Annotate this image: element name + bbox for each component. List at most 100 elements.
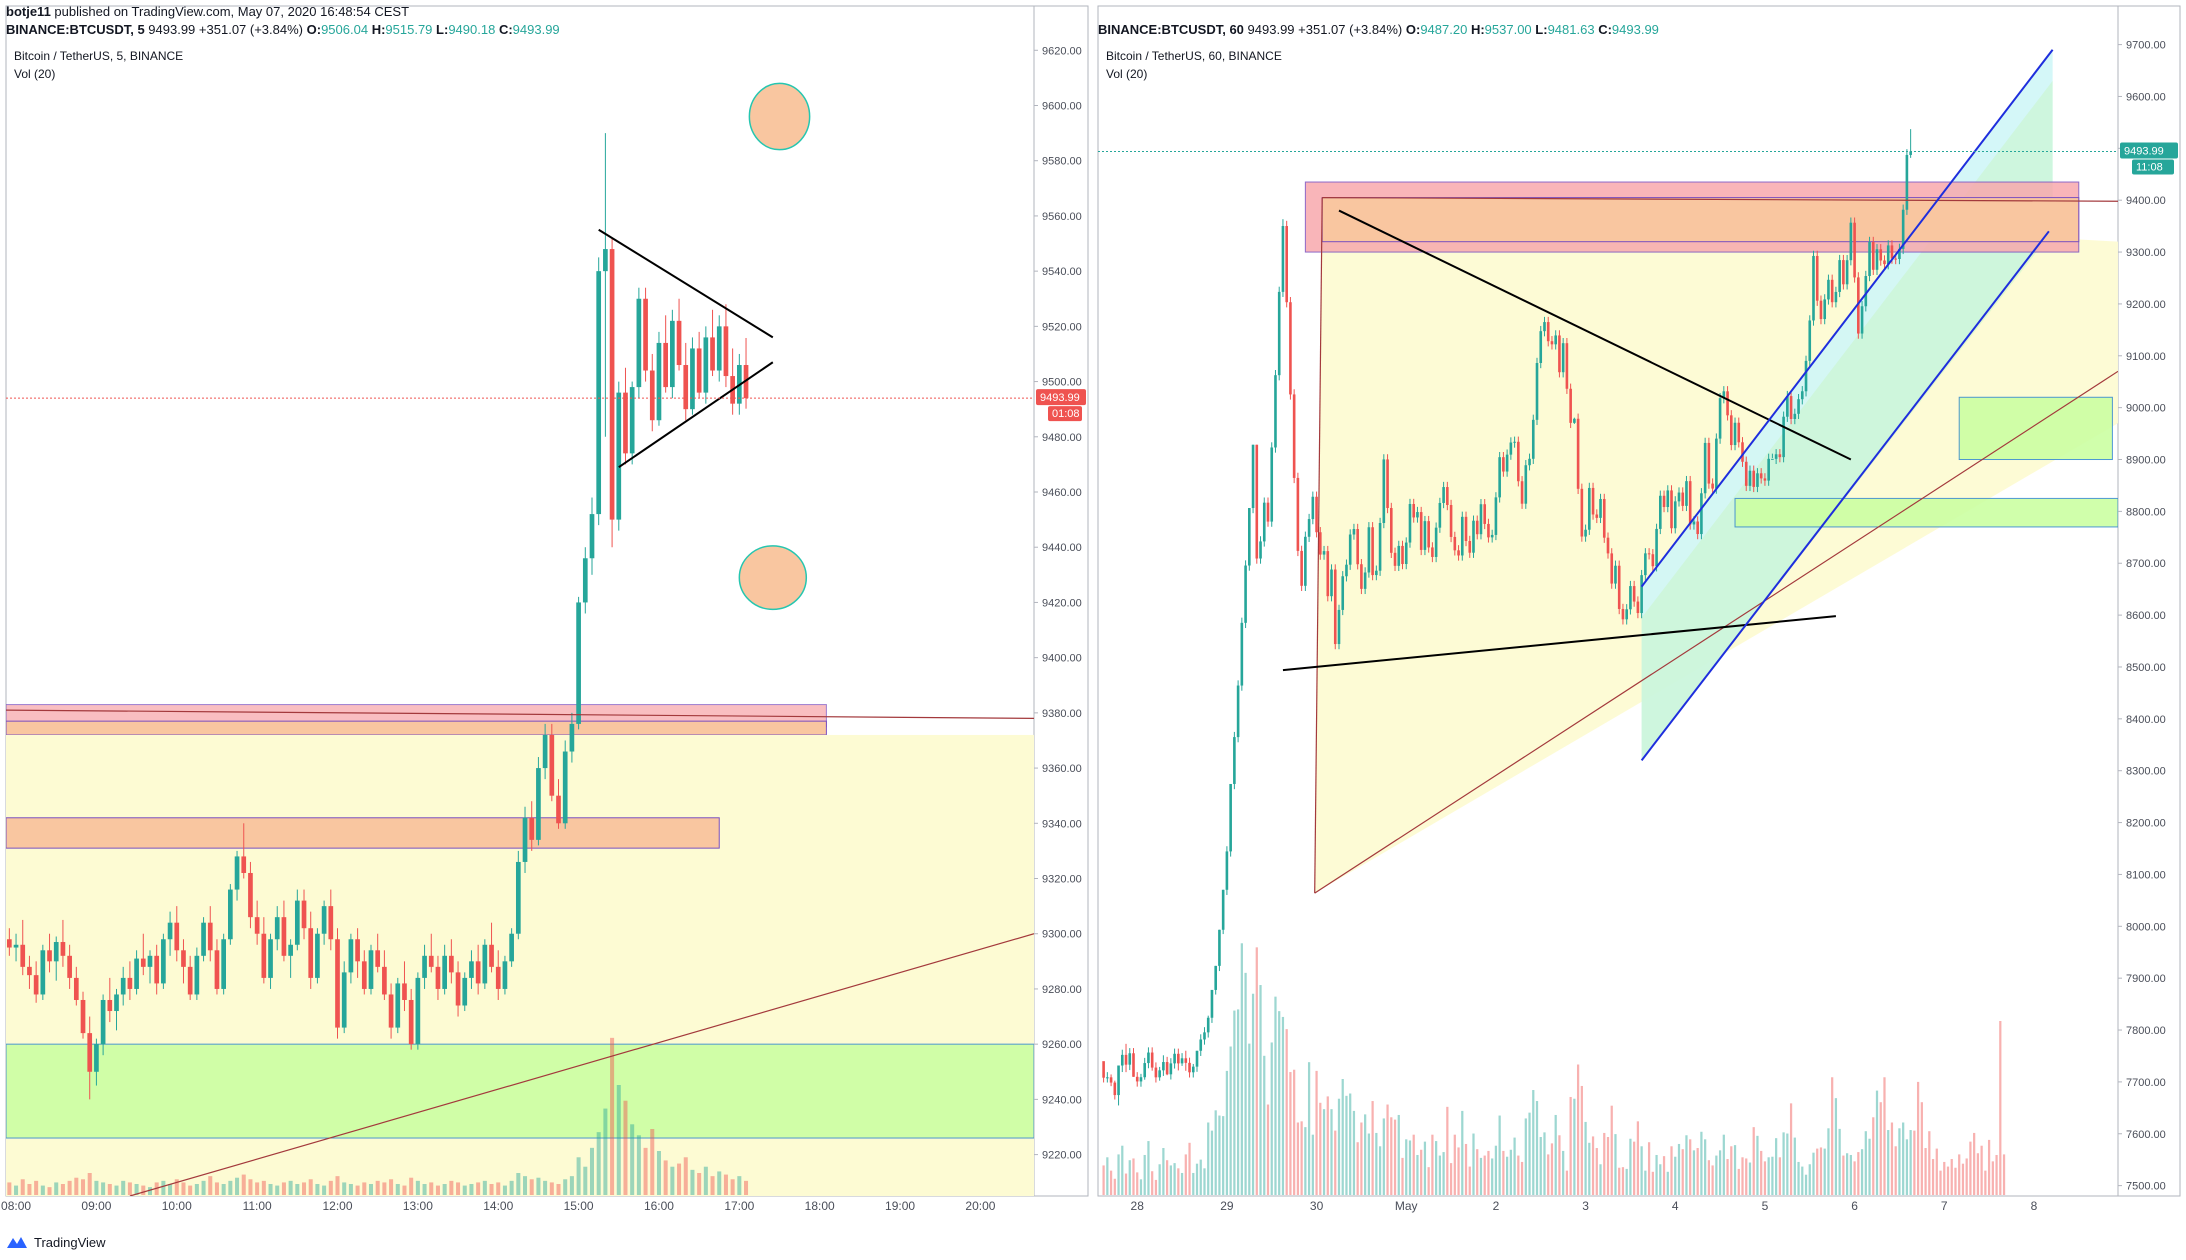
candle-body[interactable]: [234, 856, 240, 890]
candle-body[interactable]: [1382, 459, 1386, 523]
candle-body[interactable]: [1703, 442, 1707, 494]
candle-body[interactable]: [1722, 391, 1726, 399]
candle-body[interactable]: [1812, 255, 1815, 321]
candle-body[interactable]: [1363, 572, 1367, 589]
black-trendline[interactable]: [598, 228, 774, 339]
candle-body[interactable]: [1139, 1077, 1143, 1082]
candle-body[interactable]: [1188, 1062, 1191, 1073]
candle-body[interactable]: [1681, 492, 1685, 506]
candle-body[interactable]: [1513, 441, 1516, 443]
candle-body[interactable]: [1371, 527, 1374, 576]
candle-body[interactable]: [690, 348, 695, 410]
candle-body[interactable]: [1333, 569, 1337, 645]
candle-body[interactable]: [1360, 564, 1363, 589]
candle-body[interactable]: [1393, 552, 1397, 566]
candle-body[interactable]: [94, 1044, 99, 1072]
candle-body[interactable]: [1464, 516, 1468, 541]
candle-body[interactable]: [1143, 1063, 1147, 1078]
candle-body[interactable]: [1120, 1054, 1124, 1066]
candle-body[interactable]: [1214, 965, 1217, 990]
candle-body[interactable]: [100, 999, 106, 1045]
candle-body[interactable]: [1345, 564, 1348, 577]
candle-body[interactable]: [489, 944, 494, 967]
candle-body[interactable]: [1554, 335, 1557, 345]
candle-body[interactable]: [629, 387, 635, 454]
candle-body[interactable]: [1834, 291, 1838, 303]
candle-body[interactable]: [1662, 495, 1666, 508]
candle-body[interactable]: [1774, 454, 1778, 459]
zone-rect-3[interactable]: [1734, 497, 2118, 528]
candle-body[interactable]: [1819, 300, 1823, 320]
candle-body[interactable]: [308, 928, 314, 978]
candle-body[interactable]: [1771, 458, 1774, 460]
candle-body[interactable]: [1475, 520, 1479, 535]
candle-body[interactable]: [1113, 1082, 1117, 1096]
candle-body[interactable]: [1726, 391, 1729, 416]
candle-body[interactable]: [1640, 575, 1643, 614]
candle-body[interactable]: [1838, 260, 1841, 292]
candle-body[interactable]: [315, 933, 320, 978]
candle-body[interactable]: [1505, 454, 1509, 472]
candle-body[interactable]: [536, 768, 541, 840]
candle-body[interactable]: [1229, 783, 1232, 852]
candle-body[interactable]: [1191, 1066, 1195, 1073]
candle-body[interactable]: [1356, 529, 1359, 565]
candle-body[interactable]: [656, 342, 662, 421]
candle-body[interactable]: [87, 1033, 93, 1072]
candle-body[interactable]: [1446, 487, 1449, 506]
candle-body[interactable]: [1864, 276, 1868, 307]
candle-body[interactable]: [248, 872, 253, 918]
candle-body[interactable]: [529, 817, 535, 840]
candle-body[interactable]: [1225, 851, 1229, 890]
candle-body[interactable]: [1879, 249, 1883, 261]
candle-body[interactable]: [1827, 279, 1830, 300]
candle-body[interactable]: [1711, 483, 1714, 489]
zone-rect-3[interactable]: [6, 817, 720, 849]
candle-body[interactable]: [435, 966, 441, 989]
candle-body[interactable]: [294, 900, 300, 945]
candle-body[interactable]: [1109, 1077, 1113, 1083]
candle-body[interactable]: [1729, 415, 1733, 446]
candle-body[interactable]: [1905, 154, 1909, 210]
candle-body[interactable]: [27, 966, 32, 976]
candle-body[interactable]: [1644, 553, 1647, 576]
candle-body[interactable]: [167, 922, 173, 940]
candle-body[interactable]: [1857, 277, 1860, 334]
candle-body[interactable]: [1763, 478, 1767, 481]
candle-body[interactable]: [1748, 470, 1752, 486]
candle-body[interactable]: [80, 999, 86, 1034]
candle-body[interactable]: [1158, 1070, 1161, 1078]
black-trendline[interactable]: [618, 361, 774, 468]
candle-body[interactable]: [154, 955, 160, 984]
candle-body[interactable]: [1378, 522, 1382, 571]
candle-body[interactable]: [1165, 1062, 1169, 1075]
candle-body[interactable]: [321, 906, 327, 934]
candle-body[interactable]: [1797, 399, 1800, 414]
candle-body[interactable]: [509, 933, 514, 962]
candle-body[interactable]: [1147, 1052, 1150, 1064]
candle-body[interactable]: [67, 955, 72, 978]
candle-body[interactable]: [475, 961, 481, 984]
candle-body[interactable]: [1423, 521, 1427, 550]
candle-body[interactable]: [348, 939, 354, 973]
candle-body[interactable]: [1849, 222, 1853, 261]
candle-body[interactable]: [1602, 498, 1606, 538]
candle-body[interactable]: [603, 249, 608, 272]
zone-rect-4[interactable]: [6, 1043, 1034, 1139]
candle-body[interactable]: [1842, 260, 1845, 285]
candle-body[interactable]: [649, 370, 655, 421]
candle-body[interactable]: [1561, 343, 1565, 373]
candle-body[interactable]: [1289, 302, 1292, 395]
candle-body[interactable]: [1509, 442, 1513, 455]
candle-body[interactable]: [1707, 442, 1711, 484]
candle-body[interactable]: [187, 966, 193, 995]
candle-body[interactable]: [1322, 551, 1326, 555]
candle-body[interactable]: [1483, 504, 1487, 524]
candle-body[interactable]: [455, 972, 461, 1006]
candle-body[interactable]: [1460, 516, 1464, 556]
candle-body[interactable]: [1606, 537, 1610, 554]
candle-body[interactable]: [569, 723, 575, 752]
candle-body[interactable]: [1647, 553, 1651, 555]
candle-body[interactable]: [1815, 255, 1819, 301]
candle-body[interactable]: [1240, 622, 1244, 686]
